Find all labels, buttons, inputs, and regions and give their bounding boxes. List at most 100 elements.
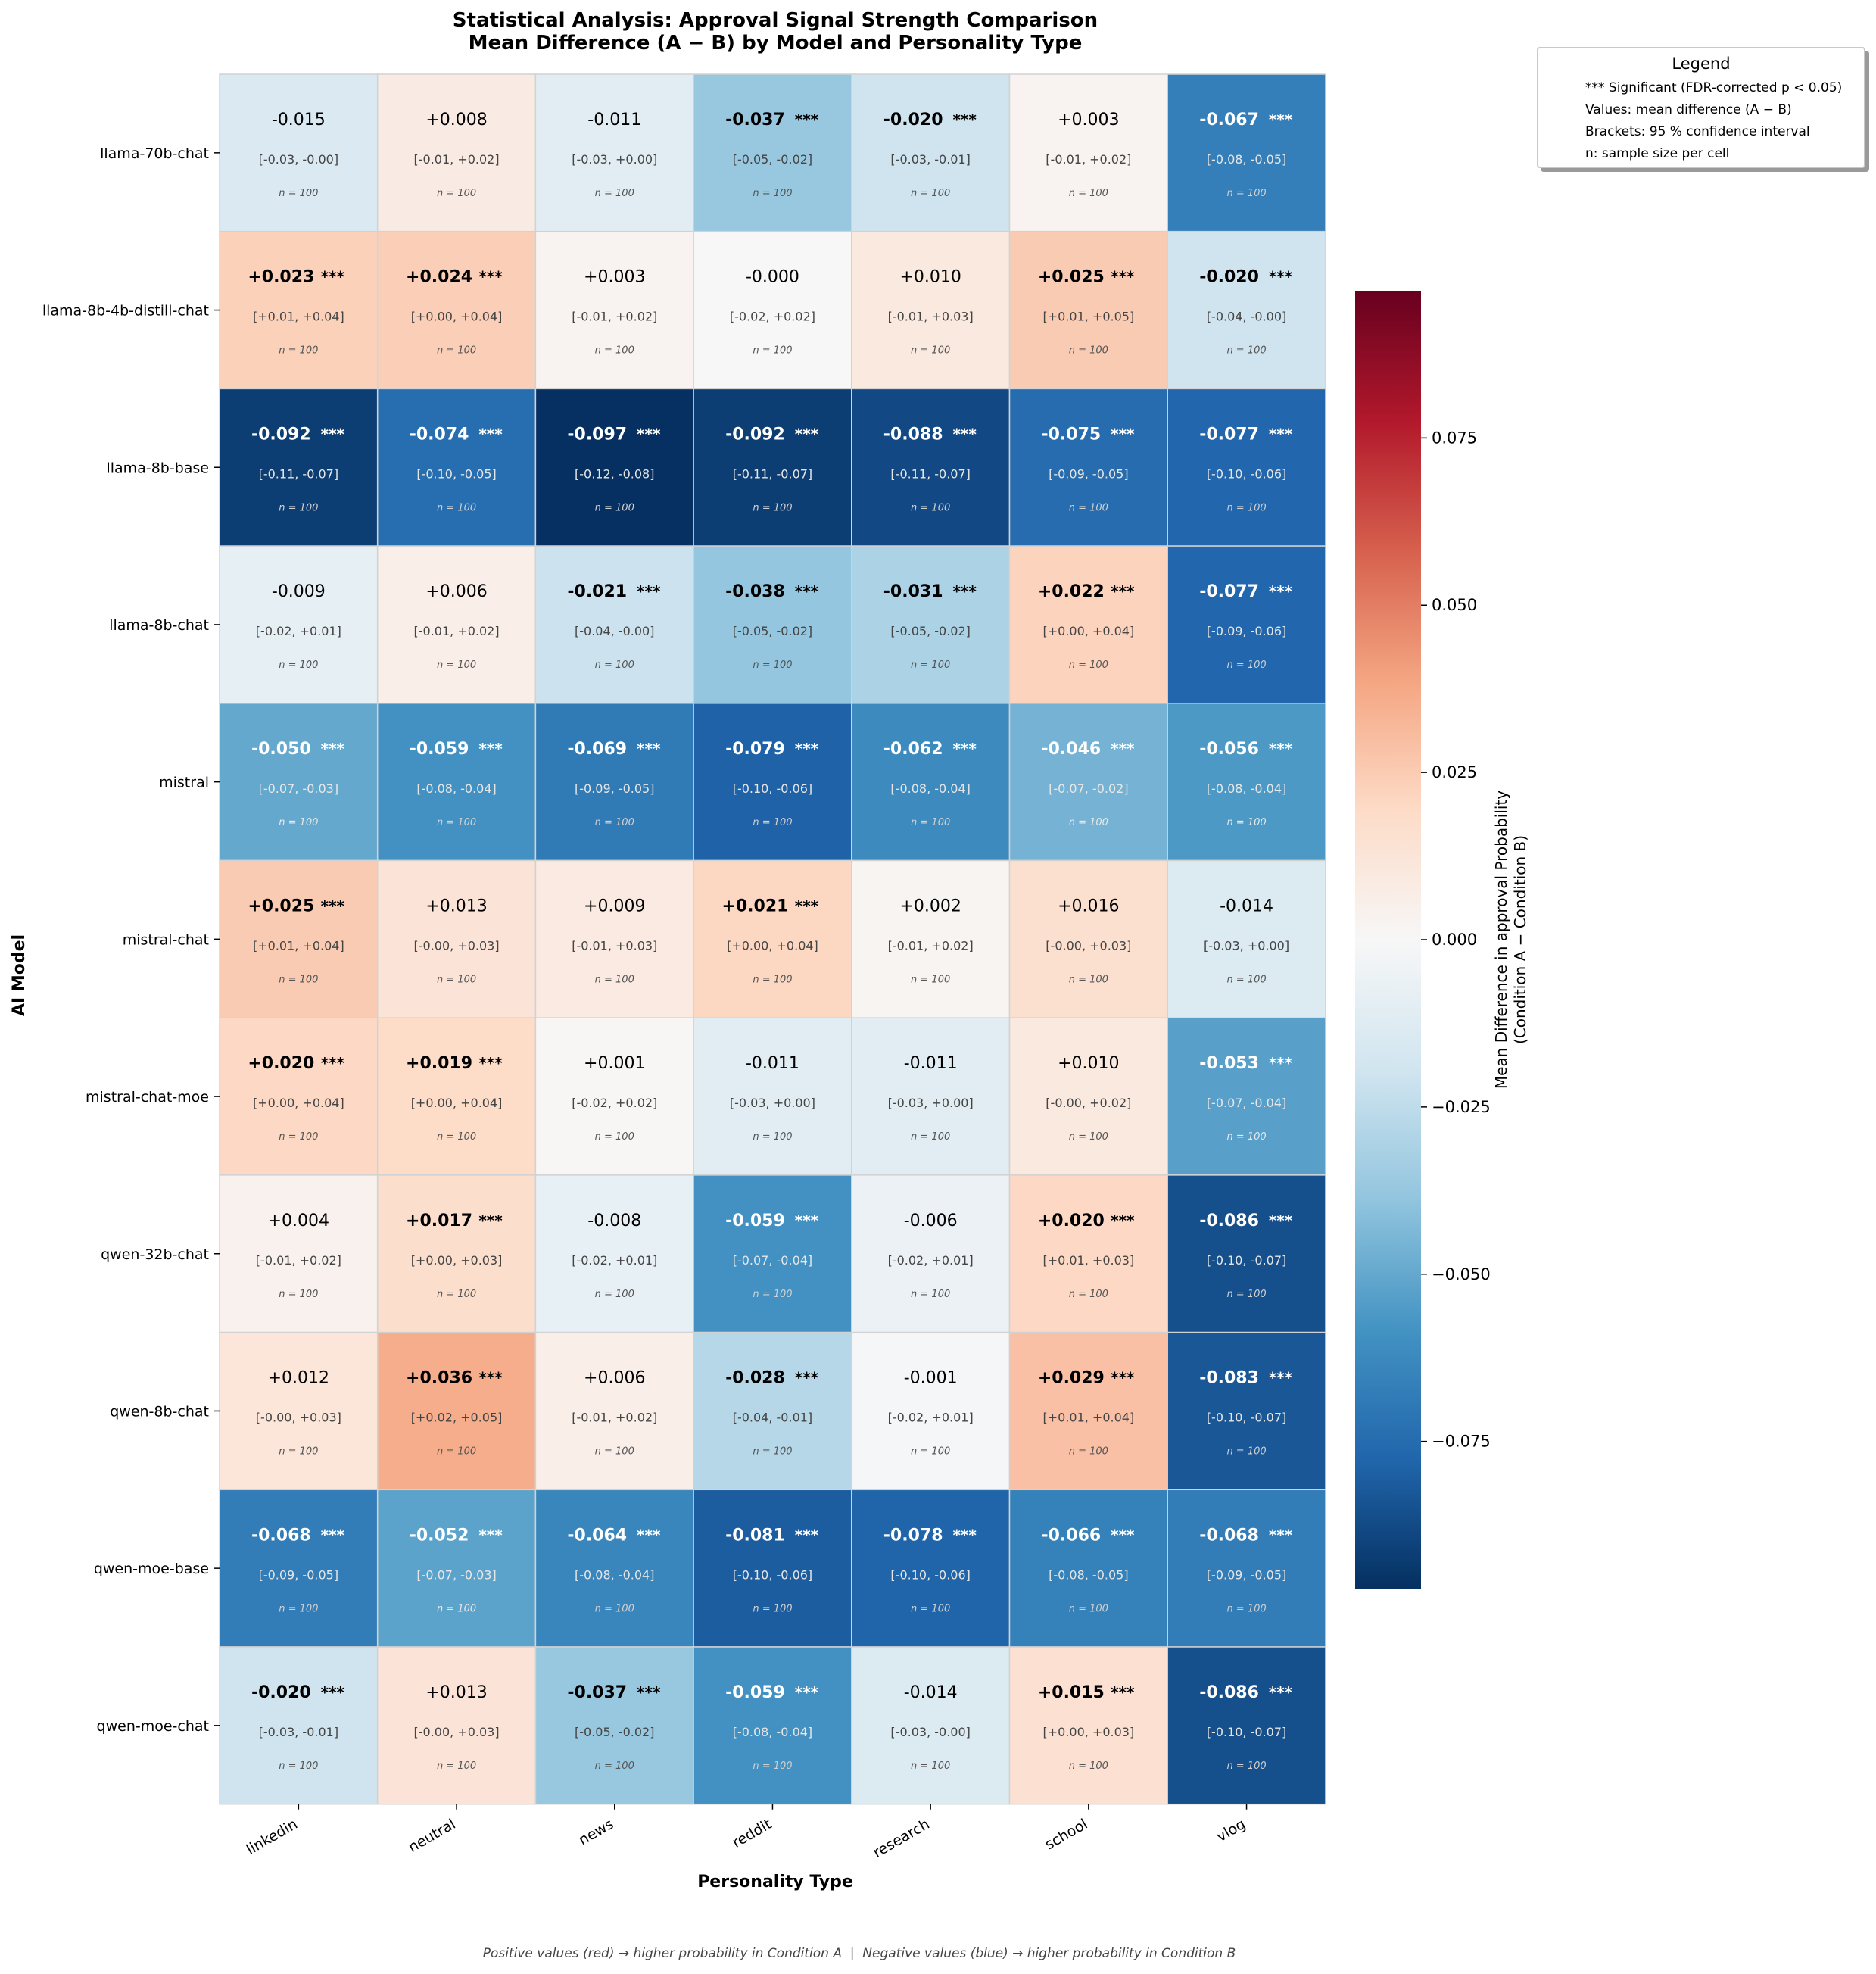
confidence-interval: [+0.01, +0.03] (1042, 1253, 1134, 1268)
sample-size: n = 100 (437, 817, 476, 828)
cell-qwen-8b-chat-reddit: -0.028 *** [-0.04, -0.01] n = 100 (693, 1331, 852, 1491)
sample-size: n = 100 (595, 975, 634, 986)
cell-qwen-32b-chat-reddit: -0.059 *** [-0.07, -0.04] n = 100 (693, 1174, 852, 1333)
cell-qwen-8b-chat-linkedin: +0.012 [-0.00, +0.03] n = 100 (219, 1331, 379, 1491)
significance-marker: *** (1269, 582, 1293, 600)
heatmap-cell (1167, 1174, 1326, 1333)
row-label: llama-8b-base (106, 460, 209, 476)
cell-value: +0.015 (1038, 1683, 1105, 1702)
cell-value: +0.025 (1038, 268, 1105, 287)
heatmap-cell (534, 859, 694, 1018)
confidence-interval: [-0.11, -0.07] (890, 466, 970, 481)
confidence-interval: [-0.08, -0.05] (1207, 152, 1286, 167)
confidence-interval: [-0.08, -0.04] (1207, 781, 1286, 796)
cell-value: -0.059 (410, 740, 469, 759)
cell-qwen-moe-chat-vlog: -0.086 *** [-0.10, -0.07] n = 100 (1167, 1646, 1326, 1805)
legend-line-brackets: Brackets: 95 % confidence interval (1585, 124, 1810, 139)
confidence-interval: [-0.10, -0.07] (1207, 1253, 1286, 1268)
cell-value: -0.068 (1199, 1526, 1259, 1545)
sample-size: n = 100 (753, 502, 792, 513)
confidence-interval: [-0.08, -0.05] (1049, 1567, 1128, 1582)
cell-qwen-8b-chat-news: +0.006 [-0.01, +0.02] n = 100 (534, 1331, 694, 1491)
cell-value: -0.077 (1199, 425, 1259, 444)
confidence-interval: [+0.01, +0.04] (1042, 1411, 1134, 1425)
sample-size: n = 100 (279, 817, 318, 828)
cell-qwen-8b-chat-vlog: -0.083 *** [-0.10, -0.07] n = 100 (1167, 1331, 1326, 1491)
confidence-interval: [-0.10, -0.07] (1207, 1725, 1286, 1739)
sample-size: n = 100 (911, 188, 950, 199)
sample-size: n = 100 (595, 1760, 634, 1772)
cell-llama-8b-base-school: -0.075 *** [-0.09, -0.05] n = 100 (1008, 388, 1168, 547)
cell-mistral-chat-research: +0.002 [-0.01, +0.02] n = 100 (851, 859, 1011, 1018)
heatmap-cell (219, 1489, 379, 1648)
cell-qwen-32b-chat-neutral: +0.017 *** [+0.00, +0.03] n = 100 (376, 1174, 537, 1333)
cell-value: -0.038 (725, 582, 785, 601)
cell-llama-8b-4b-distill-chat-school: +0.025 *** [+0.01, +0.05] n = 100 (1008, 230, 1168, 390)
cell-mistral-chat-school: +0.016 [-0.00, +0.03] n = 100 (1008, 859, 1168, 1018)
sample-size: n = 100 (595, 502, 634, 513)
cell-qwen-moe-base-news: -0.064 *** [-0.08, -0.04] n = 100 (534, 1489, 694, 1648)
sample-size: n = 100 (595, 817, 634, 828)
confidence-interval: [-0.03, -0.01] (259, 1725, 338, 1739)
significance-marker: *** (1269, 425, 1293, 443)
sample-size: n = 100 (595, 660, 634, 671)
significance-marker: *** (795, 1683, 819, 1701)
sample-size: n = 100 (437, 975, 476, 986)
significance-marker: *** (1269, 1683, 1293, 1701)
cell-llama-8b-4b-distill-chat-research: +0.010 [-0.01, +0.03] n = 100 (851, 230, 1011, 390)
cell-value: -0.014 (1220, 897, 1273, 916)
cell-mistral-neutral: -0.059 *** [-0.08, -0.04] n = 100 (376, 703, 537, 862)
significance-marker: *** (952, 425, 977, 443)
colorbar-label-line1: Mean Difference in approval Probability (1492, 791, 1510, 1089)
cell-value: +0.020 (1038, 1212, 1105, 1230)
sample-size: n = 100 (595, 1131, 634, 1143)
cell-llama-8b-4b-distill-chat-vlog: -0.020 *** [-0.04, -0.00] n = 100 (1167, 230, 1326, 390)
significance-marker: *** (1111, 582, 1135, 600)
heatmap-cell (219, 1017, 379, 1176)
cell-qwen-moe-chat-news: -0.037 *** [-0.05, -0.02] n = 100 (534, 1646, 694, 1805)
confidence-interval: [-0.07, -0.03] (259, 781, 338, 796)
cell-llama-70b-chat-vlog: -0.067 *** [-0.08, -0.05] n = 100 (1167, 73, 1326, 232)
cell-qwen-moe-chat-neutral: +0.013 [-0.00, +0.03] n = 100 (376, 1646, 537, 1805)
significance-marker: *** (952, 111, 977, 129)
heatmap-cell (1167, 1489, 1326, 1648)
cell-qwen-8b-chat-neutral: +0.036 *** [+0.02, +0.05] n = 100 (376, 1331, 537, 1491)
cell-mistral-research: -0.062 *** [-0.08, -0.04] n = 100 (851, 703, 1011, 862)
confidence-interval: [-0.12, -0.08] (575, 466, 654, 481)
cell-qwen-moe-base-reddit: -0.081 *** [-0.10, -0.06] n = 100 (693, 1489, 852, 1648)
heatmap-cell (1008, 388, 1168, 547)
significance-marker: *** (795, 1369, 819, 1387)
heatmap-cell (1167, 703, 1326, 862)
heatmap-cell (851, 1174, 1011, 1333)
confidence-interval: [-0.09, -0.05] (1207, 1567, 1286, 1582)
cell-value: +0.013 (425, 897, 487, 916)
legend-line-sample-size: n: sample size per cell (1585, 146, 1730, 161)
confidence-interval: [-0.05, -0.02] (733, 624, 812, 638)
sample-size: n = 100 (1226, 502, 1266, 513)
confidence-interval: [+0.01, +0.04] (253, 939, 344, 953)
cell-value: -0.086 (1199, 1212, 1259, 1230)
confidence-interval: [-0.02, +0.02] (572, 1096, 657, 1110)
cell-value: -0.059 (725, 1212, 785, 1230)
column-label: neutral (406, 1816, 459, 1856)
cell-llama-8b-chat-neutral: +0.006 [-0.01, +0.02] n = 100 (376, 545, 537, 704)
legend: Legend *** Significant (FDR-corrected p … (1537, 47, 1865, 168)
cell-value: -0.053 (1199, 1054, 1259, 1073)
colorbar-tick-label: 0.000 (1432, 931, 1477, 949)
significance-marker: *** (1111, 740, 1135, 758)
confidence-interval: [-0.07, -0.02] (1049, 781, 1128, 796)
heatmap-cell (693, 1174, 852, 1333)
confidence-interval: [-0.03, +0.00] (1204, 939, 1289, 953)
cell-value: +0.022 (1038, 582, 1105, 601)
sample-size: n = 100 (911, 817, 950, 828)
cell-llama-8b-chat-school: +0.022 *** [+0.00, +0.04] n = 100 (1008, 545, 1168, 704)
cell-value: +0.016 (1058, 897, 1119, 916)
significance-marker: *** (1111, 425, 1135, 443)
colorbar-ticks: 0.075 0.050 0.025 0.000 −0.025 −0.050 −0.075 (1421, 429, 1491, 1451)
confidence-interval: [-0.10, -0.05] (416, 466, 496, 481)
cell-value: -0.037 (725, 111, 785, 129)
sample-size: n = 100 (911, 1446, 950, 1458)
sample-size: n = 100 (911, 975, 950, 986)
sample-size: n = 100 (911, 1760, 950, 1772)
